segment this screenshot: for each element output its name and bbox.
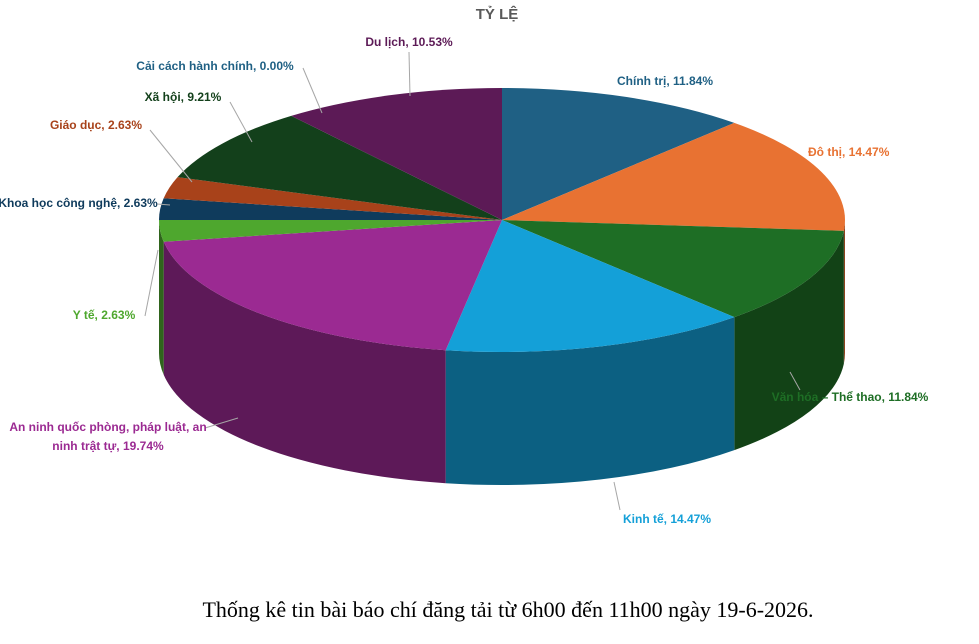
pie-side [163,241,446,484]
data-label: Cải cách hành chính, 0.00% [136,59,294,73]
pie-slice [445,220,735,352]
label-line: Y tế, 2.63% [73,308,136,322]
pie-slice [502,88,735,220]
pie-slice [163,177,502,220]
label-line: Khoa học công nghệ, 2.63% [0,196,158,210]
leader-line [408,51,411,97]
label-line: ninh trật tự, 19.74% [52,439,164,453]
data-label: Chính trị, 11.84% [617,74,713,88]
label-line: An ninh quốc phòng, pháp luật, an [9,420,206,434]
pie-slice [159,220,502,242]
data-label: Khoa học công nghệ, 2.63% [0,196,158,210]
data-label: Văn hóa – Thể thao, 11.84% [772,390,929,404]
data-label: Đô thị, 14.47% [808,145,890,159]
chart-title: TỶ LỆ [476,5,519,23]
pie-side [734,230,844,451]
leader-line [302,67,323,114]
label-line: Cải cách hành chính, 0.00% [136,59,294,73]
data-label: Du lịch, 10.53% [365,35,453,49]
pie-slice [502,220,844,318]
pie-slice [158,198,502,221]
data-label: Giáo dục, 2.63% [50,118,142,132]
leader-line [613,481,621,511]
pie-side [843,220,845,364]
label-line: Xã hội, 9.21% [145,90,222,104]
leader-line [229,101,253,143]
leader-line [789,371,801,391]
pie-side [445,317,735,485]
pie-slice [163,220,502,351]
label-line: Kinh tế, 14.47% [623,512,711,526]
leader-line [149,129,193,183]
data-label: Kinh tế, 14.47% [623,512,711,526]
caption: Thống kê tin bài báo chí đăng tải từ 6h0… [202,597,813,622]
pie-slice [291,88,502,220]
data-label: Xã hội, 9.21% [145,90,222,104]
data-label: Y tế, 2.63% [73,308,136,322]
label-line: Văn hóa – Thể thao, 11.84% [772,390,929,404]
leader-line [144,249,159,317]
label-line: Đô thị, 14.47% [808,145,890,159]
label-line: Giáo dục, 2.63% [50,118,142,132]
data-label: An ninh quốc phòng, pháp luật, an ninh tr… [9,420,206,453]
leader-line [156,203,171,206]
pie-side [159,220,164,375]
leader-line [204,417,239,429]
pie-slice [502,122,846,231]
pie-slice [177,115,502,220]
label-line: Chính trị, 11.84% [617,74,713,88]
label-line: Du lịch, 10.53% [365,35,453,49]
